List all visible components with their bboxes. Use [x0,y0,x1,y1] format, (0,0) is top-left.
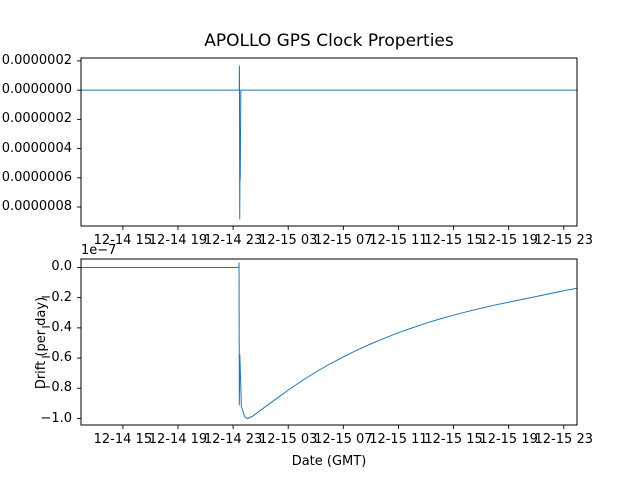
y-tick-label: 0.0000002 [1,111,72,127]
y-tick-label: −0.8 [40,380,72,396]
x-tick-label: 12-15 19 [479,432,538,447]
x-tick-label: 12-15 03 [258,432,318,447]
y-tick-label: 0.0 [51,259,72,275]
x-tick-label: 12-15 07 [314,233,373,248]
x-tick-label: 12-15 15 [424,432,483,447]
x-tick-label: 12-15 07 [314,432,373,447]
x-tick-label: 12-14 23 [203,233,263,248]
x-tick-label: 12-15 23 [534,432,593,447]
x-tick-label: 12-14 19 [148,233,208,248]
x-tick-label: 12-14 15 [93,432,153,447]
y-tick-label: 0.0000008 [1,199,72,214]
y-tick-label: −1.0 [40,410,72,426]
y-tick-label: 0.0000006 [1,169,72,185]
clock-offset-line [81,65,577,220]
x-tick-label: 12-15 15 [424,233,483,248]
y-tick-label: 0.0000000 [1,82,72,98]
y-tick-label: 0.0000004 [1,140,72,156]
x-tick-label: 12-14 23 [203,432,263,447]
clock-drift-axes-frame [80,258,578,426]
date-x-axis-label: Date (GMT) [291,454,367,469]
y-tick-label: −0.6 [40,350,72,366]
clock-offset-axes-frame [80,57,578,227]
x-tick-label: 12-15 23 [534,233,593,248]
x-tick-label: 12-15 11 [369,233,428,248]
clock-drift-line [81,262,577,420]
x-tick-label: 12-15 03 [258,233,318,248]
x-tick-label: 12-15 19 [479,233,538,248]
y-tick-label: −0.2 [40,289,72,305]
x-tick-label: 12-14 15 [93,233,153,248]
x-tick-label: 12-14 19 [148,432,208,447]
y-tick-label: 0.0000002 [1,52,72,68]
x-tick-label: 12-15 11 [369,432,428,447]
y-tick-label: −0.4 [40,319,72,335]
figure-title: APOLLO GPS Clock Properties [204,31,454,51]
y-axis-exponent-offset-label: 1e−7 [81,243,117,258]
